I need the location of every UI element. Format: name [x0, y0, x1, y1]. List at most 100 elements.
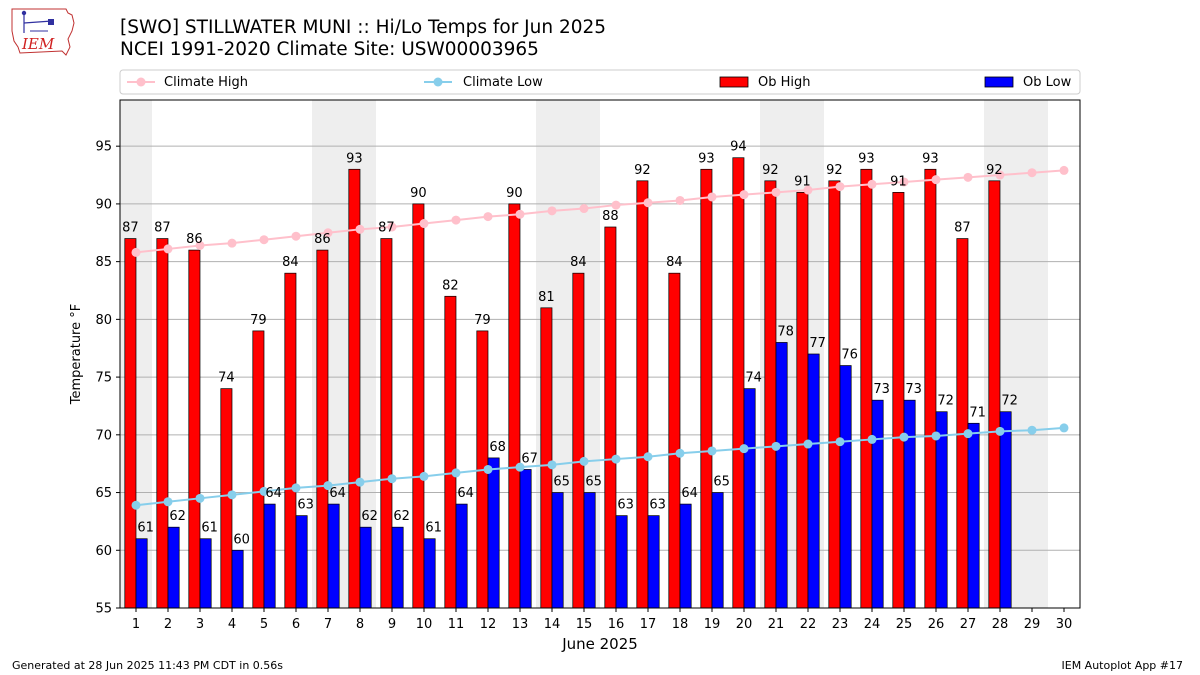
climate-high-point: [835, 182, 845, 192]
legend-ob-low-label: Ob Low: [1023, 75, 1072, 90]
ob-low-value-label: 65: [585, 475, 602, 490]
climate-low-point: [931, 431, 941, 441]
legend-frame: [119, 69, 1081, 95]
ob-low-value-label: 78: [777, 324, 794, 339]
ob-high-bar: [284, 272, 297, 609]
ob-high-value-label: 88: [602, 209, 619, 224]
ob-high-value-label: 93: [922, 151, 939, 166]
climate-low-point: [131, 500, 141, 510]
ob-high-bar: [892, 192, 905, 609]
ob-low-value-label: 62: [169, 509, 186, 524]
ob-high-value-label: 92: [826, 163, 843, 178]
value-labels: 87 87 86 74 79 84 86 93 87 90 82 79 90 81 84 88 92 84 93 94…: [122, 140, 1018, 548]
x-tick-label: 12: [480, 617, 497, 632]
y-axis-ticks: 55 60 65 70 75 80 85 90 95: [95, 140, 120, 617]
climate-low-point: [259, 486, 269, 496]
legend-ob-high: Ob High: [719, 75, 811, 90]
ob-low-bar: [423, 538, 436, 609]
ob-low-bar: [455, 503, 468, 609]
ob-low-value-label: 72: [937, 394, 954, 409]
ob-high-bar: [572, 272, 585, 609]
x-tick-label: 21: [768, 617, 785, 632]
x-tick-label: 3: [196, 617, 204, 632]
climate-high-point: [163, 244, 173, 254]
ob-high-value-label: 91: [890, 174, 907, 189]
x-tick-label: 26: [928, 617, 945, 632]
ob-high-value-label: 93: [858, 151, 875, 166]
climate-high-point: [483, 212, 493, 222]
climate-high-point: [515, 209, 525, 219]
ob-low-bar: [615, 515, 628, 609]
ob-high-bar: [156, 238, 169, 609]
x-tick-label: 10: [416, 617, 433, 632]
ob-high-bar: [668, 272, 681, 609]
x-tick-label: 23: [832, 617, 849, 632]
x-axis-ticks: 1 2 3 4 5 6 7 8 9 10 11 12 13 14 15 16 17 18 19 20 21 22 23 24 2…: [132, 608, 1072, 632]
ob-high-bar: [540, 307, 553, 609]
ob-low-bar: [199, 538, 212, 609]
bar-series: [124, 157, 1012, 609]
climate-high-point: [355, 224, 365, 234]
climate-low-point: [963, 429, 973, 439]
ob-low-bar: [167, 526, 180, 609]
climate-low-point: [291, 483, 301, 493]
ob-high-bar: [124, 238, 137, 609]
legend-climate-low: Climate Low: [424, 75, 543, 90]
ob-high-bar: [252, 330, 265, 609]
climate-low-point: [451, 468, 461, 478]
climate-high-point: [419, 219, 429, 229]
logo-text: IEM: [21, 35, 55, 53]
ob-low-value-label: 64: [265, 486, 282, 501]
ob-low-value-label: 65: [553, 475, 570, 490]
ob-low-value-label: 77: [809, 336, 826, 351]
x-tick-label: 1: [132, 617, 140, 632]
climate-high-point: [451, 215, 461, 225]
state-outline-icon: [11, 8, 75, 56]
y-tick-label: 95: [95, 140, 112, 155]
ob-low-bar: [263, 503, 276, 609]
ob-high-value-label: 93: [346, 151, 363, 166]
ob-high-value-label: 86: [314, 232, 331, 247]
ob-high-bar: [700, 168, 713, 609]
y-tick-label: 70: [95, 428, 112, 443]
climate-low-point: [771, 441, 781, 451]
ob-low-bar: [935, 411, 948, 609]
climate-low-point: [675, 448, 685, 458]
x-tick-label: 16: [608, 617, 625, 632]
climate-low-point: [995, 426, 1005, 436]
climate-low-point: [195, 493, 205, 503]
climate-high-point: [259, 235, 269, 245]
y-tick-label: 60: [95, 544, 112, 559]
ob-low-value-label: 60: [233, 532, 250, 547]
ob-low-value-label: 68: [489, 440, 506, 455]
ob-high-bar: [412, 203, 425, 609]
climate-high-point: [771, 187, 781, 197]
ob-high-bar: [924, 168, 937, 609]
climate-low-point: [355, 477, 365, 487]
ob-low-value-label: 73: [905, 382, 922, 397]
climate-low-point: [579, 456, 589, 466]
climate-low-point: [515, 462, 525, 472]
climate-high-point: [1059, 165, 1069, 175]
climate-low-point: [387, 474, 397, 484]
legend-climate-low-label: Climate Low: [463, 75, 543, 90]
ob-low-value-label: 62: [361, 509, 378, 524]
ob-low-bar: [903, 399, 916, 609]
climate-high-point: [291, 231, 301, 241]
app-credit: IEM Autoplot App #17: [1061, 659, 1184, 672]
ob-high-bar: [380, 238, 393, 609]
ob-high-bar: [828, 180, 841, 609]
ob-high-value-label: 87: [154, 221, 171, 236]
ob-high-bar: [732, 157, 745, 609]
climate-low-line: [135, 426, 1065, 507]
ob-low-bar: [647, 515, 660, 609]
y-tick-label: 85: [95, 255, 112, 270]
x-tick-label: 24: [864, 617, 881, 632]
ob-high-bar: [796, 192, 809, 609]
ob-low-bar: [551, 492, 564, 609]
climate-high-point: [323, 228, 333, 238]
legend-ob-low: Ob Low: [984, 75, 1072, 90]
x-tick-label: 28: [992, 617, 1009, 632]
x-tick-label: 20: [736, 617, 753, 632]
climate-low-point: [483, 464, 493, 474]
